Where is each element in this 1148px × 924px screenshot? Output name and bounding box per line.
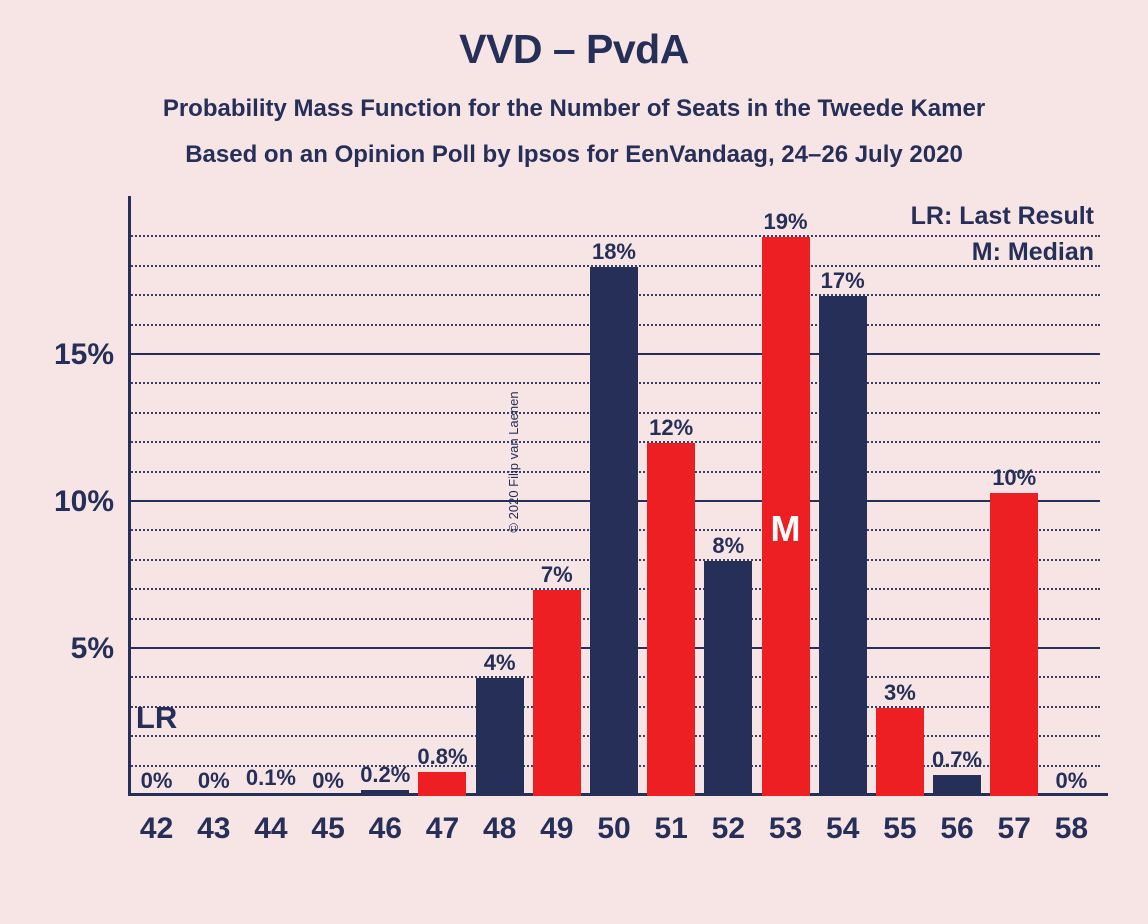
bar: 0.2% [361,790,409,796]
y-tick-label: 10% [54,485,128,519]
bar-value-label: 8% [712,533,744,561]
x-tick-label: 55 [883,796,916,846]
x-tick-label: 45 [311,796,344,846]
bar-value-label: 0% [312,768,344,796]
bar: 19%M [762,237,810,796]
x-tick-label: 47 [426,796,459,846]
bar-value-label: 18% [592,239,636,267]
bar: 10% [990,493,1038,796]
x-tick-label: 43 [197,796,230,846]
chart-subtitle-1: Probability Mass Function for the Number… [0,95,1148,123]
chart-subtitle-2: Based on an Opinion Poll by Ipsos for Ee… [0,141,1148,169]
x-tick-label: 48 [483,796,516,846]
bar: 0.7% [933,775,981,796]
bar: 0.8% [418,772,466,796]
plot-area: 5%10%15%420%LR430%440.1%450%460.2%470.8%… [128,208,1100,796]
bar: 8% [704,561,752,796]
x-tick-label: 44 [254,796,287,846]
bar: 3% [876,708,924,796]
x-tick-label: 46 [369,796,402,846]
bar-value-label: 0.8% [417,744,467,772]
legend-median: M: Median [972,238,1094,267]
bar-value-label: 12% [649,415,693,443]
bar-value-label: 0% [1055,768,1087,796]
bar-value-label: 17% [821,268,865,296]
chart-title: VVD – PvdA [0,0,1148,73]
bar-value-label: 0% [198,768,230,796]
bar-value-label: 4% [484,650,516,678]
bar-value-label: 10% [992,465,1036,493]
x-tick-label: 56 [940,796,973,846]
bar-value-label: 0% [141,768,173,796]
bar: 7% [533,590,581,796]
bar-value-label: 19% [763,209,807,237]
x-tick-label: 58 [1055,796,1088,846]
x-tick-label: 51 [654,796,687,846]
bar: 4% [476,678,524,796]
x-tick-label: 52 [712,796,745,846]
last-result-marker: LR [136,700,177,736]
y-tick-label: 15% [54,338,128,372]
median-marker: M [771,508,801,550]
bar-value-label: 0.2% [360,762,410,790]
copyright-text: © 2020 Filip van Laenen [506,391,521,532]
bar: 18% [590,267,638,796]
bar-value-label: 3% [884,680,916,708]
y-tick-label: 5% [71,632,128,666]
bar: 0.1% [247,793,295,796]
x-tick-label: 57 [998,796,1031,846]
legend-last-result: LR: Last Result [911,202,1094,231]
x-tick-label: 53 [769,796,802,846]
grid-minor [128,235,1100,237]
bar: 12% [647,443,695,796]
x-tick-label: 42 [140,796,173,846]
x-tick-label: 50 [597,796,630,846]
bar-value-label: 0.1% [246,765,296,793]
bar: 17% [819,296,867,796]
chart-container: VVD – PvdA Probability Mass Function for… [0,0,1148,924]
bar-value-label: 7% [541,562,573,590]
x-tick-label: 49 [540,796,573,846]
x-tick-label: 54 [826,796,859,846]
bar-value-label: 0.7% [932,747,982,775]
